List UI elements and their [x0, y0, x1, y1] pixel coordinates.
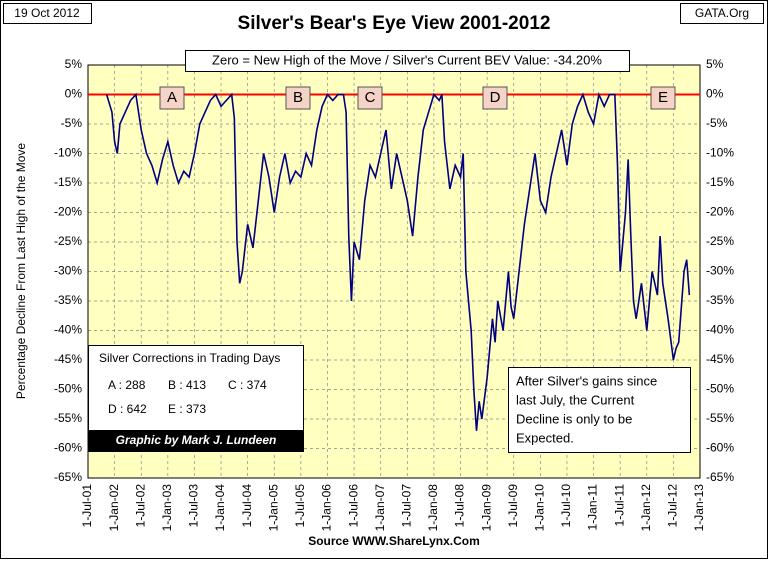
date-box: [3, 3, 92, 24]
annotation: E: [658, 89, 668, 106]
y2-tick-label: -60%: [706, 441, 734, 455]
y-tick-label: -35%: [54, 293, 82, 307]
x-tick-label: 1-Jul-04: [240, 484, 254, 528]
y2-tick-label: -25%: [706, 234, 734, 248]
x-tick-label: 1-Jul-02: [133, 484, 147, 528]
x-tick-label: 1-Jan-03: [160, 484, 174, 532]
y-tick-label: -60%: [54, 441, 82, 455]
y2-tick-label: 5%: [706, 57, 724, 71]
x-tick-label: 1-Jan-02: [107, 484, 121, 532]
annotation: B: [293, 89, 303, 106]
x-tick-label: 1-Jul-05: [293, 484, 307, 528]
annotation-box: [482, 86, 508, 110]
y-tick-label: -25%: [54, 234, 82, 248]
subtitle: Zero = New High of the Move / Silver's C…: [212, 52, 602, 67]
y2-tick-label: -15%: [706, 175, 734, 189]
x-tick-label: 1-Jan-05: [266, 484, 280, 532]
x-tick-label: 1-Jul-06: [346, 484, 360, 528]
y2-tick-label: 0%: [706, 87, 724, 101]
site-box: [680, 3, 764, 24]
y-tick-label: -55%: [54, 411, 82, 425]
correction: E : 373: [168, 402, 206, 416]
x-tick-label: 1-Jan-06: [320, 484, 334, 532]
x-tick-label: 1-Jul-07: [399, 484, 413, 528]
corrections-title: Silver Corrections in Trading Days: [99, 351, 280, 365]
annotation-box: [285, 86, 311, 110]
correction: D : 642: [108, 402, 147, 416]
correction: C : 374: [228, 378, 267, 392]
data-line: [105, 91, 691, 431]
x-tick-label: 1-Jan-11: [586, 484, 600, 531]
y2-tick-label: -10%: [706, 146, 734, 160]
y2-tick-label: -50%: [706, 382, 734, 396]
x-tick-label: 1-Jul-10: [559, 484, 573, 528]
credit-bar: [88, 430, 304, 452]
y-tick-label: -40%: [54, 323, 82, 337]
y2-tick-label: -30%: [706, 264, 734, 278]
y2-tick-label: -65%: [706, 470, 734, 484]
correction: A : 288: [108, 378, 146, 392]
x-tick-label: 1-Jan-09: [479, 484, 493, 532]
y-tick-label: -45%: [54, 352, 82, 366]
y-tick-label: -10%: [54, 146, 82, 160]
x-tick-label: 1-Jan-04: [213, 484, 227, 532]
y-axis-label: Percentage Decline From Last High of the…: [14, 143, 28, 399]
y2-tick-label: -35%: [706, 293, 734, 307]
y2-tick-label: -55%: [706, 411, 734, 425]
y2-tick-label: -20%: [706, 205, 734, 219]
annotation-box: [159, 86, 185, 110]
x-tick-label: 1-Jul-01: [80, 484, 94, 528]
date: 19 Oct 2012: [14, 6, 80, 20]
note-line: After Silver's gains since: [516, 373, 657, 388]
y-tick-label: -30%: [54, 264, 82, 278]
note-line: Decline is only to be: [516, 411, 632, 426]
annotation: A: [167, 89, 177, 106]
note-line: Expected.: [516, 430, 574, 445]
subtitle-box: [185, 50, 630, 72]
y2-tick-label: -5%: [706, 116, 728, 130]
x-tick-label: 1-Jul-09: [506, 484, 520, 528]
source: Source WWW.ShareLynx.Com: [308, 534, 480, 548]
y2-tick-label: -40%: [706, 323, 734, 337]
chart-title: Silver's Bear's Eye View 2001-2012: [238, 13, 551, 34]
annotation: D: [490, 89, 501, 106]
y-tick-label: -65%: [54, 470, 82, 484]
x-tick-label: 1-Jan-12: [639, 484, 653, 532]
x-tick-label: 1-Jul-03: [187, 484, 201, 528]
annotation: C: [365, 89, 376, 106]
correction: B : 413: [168, 378, 206, 392]
y-tick-label: 5%: [65, 57, 83, 71]
credit: Graphic by Mark J. Lundeen: [116, 433, 277, 447]
site: GATA.Org: [695, 6, 749, 20]
note-box: [508, 367, 691, 453]
annotation-box: [650, 86, 676, 110]
note-line: last July, the Current: [516, 392, 635, 407]
x-tick-label: 1-Jan-13: [692, 484, 706, 532]
x-tick-label: 1-Jul-11: [612, 484, 626, 527]
annotation-box: [357, 86, 383, 110]
x-tick-label: 1-Jan-07: [373, 484, 387, 532]
x-tick-label: 1-Jan-10: [533, 484, 547, 532]
x-tick-label: 1-Jan-08: [426, 484, 440, 532]
y-tick-label: -20%: [54, 205, 82, 219]
y2-tick-label: -45%: [706, 352, 734, 366]
x-tick-label: 1-Jul-08: [453, 484, 467, 528]
y-tick-label: 0%: [65, 87, 83, 101]
y-tick-label: -5%: [61, 116, 83, 130]
y-tick-label: -15%: [54, 175, 82, 189]
y-tick-label: -50%: [54, 382, 82, 396]
x-tick-label: 1-Jul-12: [666, 484, 680, 528]
